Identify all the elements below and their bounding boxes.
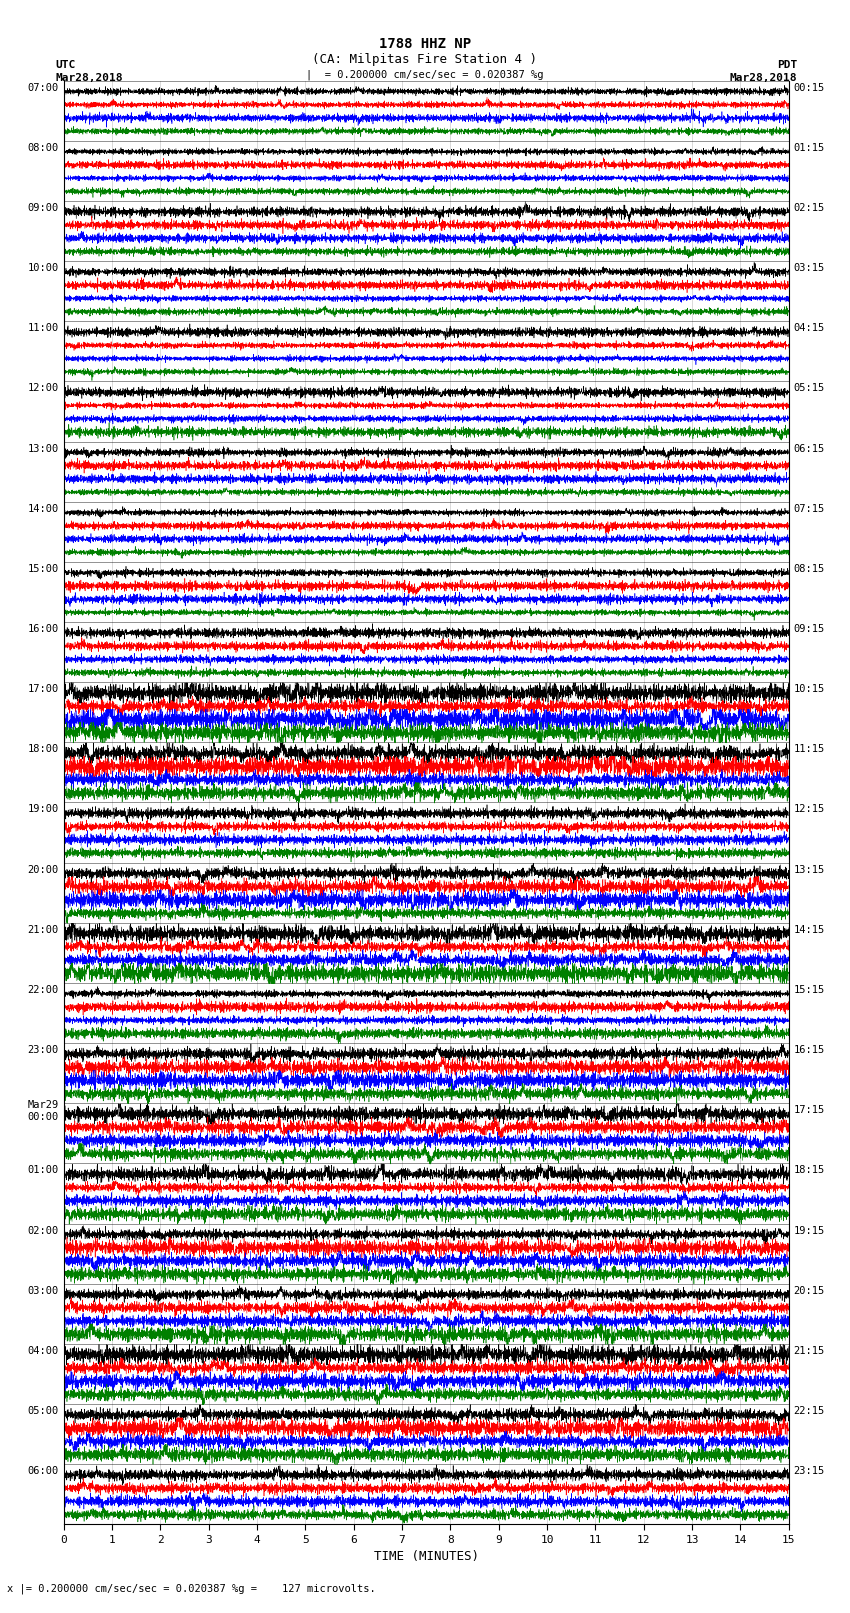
Text: UTC: UTC: [55, 60, 76, 69]
Text: 1788 HHZ NP: 1788 HHZ NP: [379, 37, 471, 52]
X-axis label: TIME (MINUTES): TIME (MINUTES): [374, 1550, 479, 1563]
Text: Mar28,2018: Mar28,2018: [55, 73, 122, 82]
Text: x |= 0.200000 cm/sec/sec = 0.020387 %g =    127 microvolts.: x |= 0.200000 cm/sec/sec = 0.020387 %g =…: [7, 1582, 376, 1594]
Text: PDT: PDT: [777, 60, 797, 69]
Text: (CA: Milpitas Fire Station 4 ): (CA: Milpitas Fire Station 4 ): [313, 53, 537, 66]
Text: |  = 0.200000 cm/sec/sec = 0.020387 %g: | = 0.200000 cm/sec/sec = 0.020387 %g: [306, 69, 544, 81]
Text: Mar28,2018: Mar28,2018: [730, 73, 797, 82]
